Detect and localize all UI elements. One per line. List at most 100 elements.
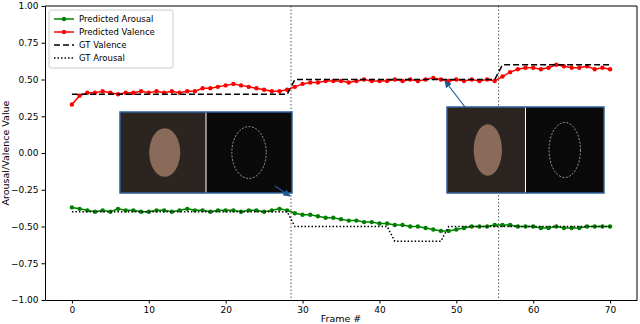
tick: 60 — [528, 300, 540, 315]
inset-edge-outline — [549, 122, 580, 177]
point — [408, 224, 412, 228]
point — [77, 207, 81, 211]
legend-marker — [62, 30, 66, 34]
tick: −1.00 — [11, 295, 45, 305]
tick: 0.50 — [18, 75, 45, 85]
point — [400, 223, 404, 227]
point — [254, 86, 258, 90]
tick-mark — [456, 300, 457, 304]
series-line — [72, 212, 610, 241]
tick: 40 — [374, 300, 386, 315]
point — [231, 82, 235, 86]
tick-label: −0.25 — [11, 185, 39, 195]
tick-mark — [42, 263, 46, 264]
point — [208, 86, 212, 90]
point — [216, 85, 220, 89]
point — [593, 67, 597, 71]
point — [385, 221, 389, 225]
point — [493, 79, 497, 83]
point — [316, 214, 320, 218]
point — [370, 220, 374, 224]
tick: 0.00 — [18, 148, 45, 158]
point — [247, 85, 251, 89]
legend-label: Predicted Arousal — [79, 14, 153, 24]
legend-label: GT Arousal — [79, 53, 125, 63]
series-line — [72, 207, 610, 231]
frame — [637, 6, 638, 300]
point — [539, 67, 543, 71]
tick: 70 — [605, 300, 617, 315]
tick-mark — [42, 116, 46, 117]
point — [300, 213, 304, 217]
tick: 0 — [70, 300, 76, 315]
tick-label: −1.00 — [11, 295, 39, 305]
inset-arrow — [445, 81, 465, 107]
tick-label: 0.75 — [18, 38, 38, 48]
legend-marker — [62, 17, 66, 21]
tick-mark — [533, 300, 534, 304]
point — [239, 83, 243, 87]
point — [454, 227, 458, 231]
inset-divider — [525, 107, 526, 193]
tick-label: 10 — [144, 305, 156, 315]
point — [331, 215, 335, 219]
point — [277, 207, 281, 211]
point — [293, 85, 297, 89]
legend-line — [54, 57, 74, 59]
point — [339, 217, 343, 221]
inset-border — [447, 107, 604, 193]
point — [270, 89, 274, 93]
point — [185, 207, 189, 211]
inset-photo — [120, 112, 206, 193]
tick-mark — [42, 227, 46, 228]
tick-mark — [72, 300, 73, 304]
tick-mark — [303, 300, 304, 304]
point — [531, 66, 535, 70]
tick-label: −0.75 — [11, 259, 39, 269]
tick-mark — [42, 6, 46, 7]
series-line — [72, 65, 610, 94]
tick: −0.50 — [11, 222, 45, 232]
tick-label: 0.50 — [18, 75, 38, 85]
point — [100, 89, 104, 93]
legend-box — [49, 10, 173, 68]
tick: 10 — [144, 300, 156, 315]
point — [170, 89, 174, 93]
inset-arrow — [275, 186, 290, 196]
point — [308, 80, 312, 84]
tick-label: 30 — [297, 305, 309, 315]
tick: 0.25 — [18, 112, 45, 122]
point — [262, 88, 266, 92]
legend: Predicted ArousalPredicted ValenceGT Val… — [49, 10, 173, 68]
tick-mark — [226, 300, 227, 304]
point — [308, 213, 312, 217]
point — [362, 220, 366, 224]
y-axis-title: Arousal/Valence Value — [0, 100, 11, 205]
point — [500, 74, 504, 78]
plot-area: 010203040506070−1.00−0.75−0.50−0.250.000… — [11, 1, 638, 315]
point — [608, 67, 612, 71]
tick-mark — [42, 153, 46, 154]
point — [439, 229, 443, 233]
tick: 20 — [220, 300, 232, 315]
point — [277, 89, 281, 93]
tick-label: 60 — [528, 305, 540, 315]
tick-mark — [42, 43, 46, 44]
point — [423, 226, 427, 230]
point — [293, 211, 297, 215]
tick-label: 70 — [605, 305, 617, 315]
inset-edge-outline — [232, 127, 266, 179]
inset-image — [120, 112, 292, 196]
x-axis-title: Frame # — [321, 313, 362, 324]
point — [523, 66, 527, 70]
inset-divider — [206, 112, 207, 193]
tick-mark — [42, 300, 46, 301]
tick-mark — [42, 190, 46, 191]
legend-label: GT Valence — [79, 40, 126, 50]
point — [354, 218, 358, 222]
tick-mark — [379, 300, 380, 304]
tick-label: 20 — [220, 305, 232, 315]
point — [193, 89, 197, 93]
point — [546, 66, 550, 70]
tick-mark — [149, 300, 150, 304]
